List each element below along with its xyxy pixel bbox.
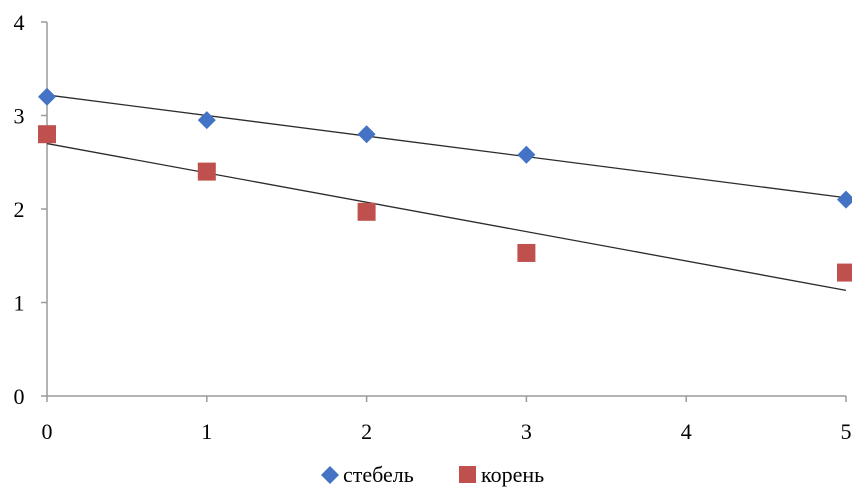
point-series-0-3 (517, 145, 536, 164)
point-series-1-3 (517, 243, 536, 262)
legend-label-stebel: стебель (343, 462, 414, 487)
y-tick-label: 1 (14, 291, 25, 316)
point-series-1-4 (837, 263, 852, 282)
y-tick-label: 0 (14, 384, 25, 409)
point-series-1-2 (357, 202, 376, 221)
point-series-0-2 (357, 125, 376, 144)
x-tick-label: 0 (42, 419, 53, 444)
point-series-0-1 (197, 111, 216, 130)
x-tick-label: 5 (841, 419, 852, 444)
trendline-series-0 (46, 94, 847, 199)
data-points (38, 87, 852, 282)
legend: стебель корень (321, 462, 544, 487)
legend-marker-stebel (321, 466, 339, 484)
y-tick-label: 2 (14, 197, 25, 222)
y-tick-label: 3 (14, 104, 25, 129)
ticks: 0 1 2 3 4 0 1 2 3 4 5 (14, 10, 852, 444)
point-series-1-0 (38, 125, 56, 144)
point-series-0-4 (837, 190, 852, 209)
x-tick-label: 3 (521, 419, 532, 444)
legend-label-koren: корень (481, 462, 544, 487)
trendline-series-1 (46, 142, 847, 291)
y-tick-label: 4 (14, 10, 25, 35)
x-tick-label: 1 (201, 419, 212, 444)
x-tick-label: 4 (681, 419, 692, 444)
point-series-1-1 (197, 162, 216, 181)
x-tick-label: 2 (361, 419, 372, 444)
axes (46, 22, 846, 397)
point-series-0-0 (38, 87, 56, 106)
trendlines (46, 94, 847, 291)
legend-marker-koren (459, 466, 476, 483)
